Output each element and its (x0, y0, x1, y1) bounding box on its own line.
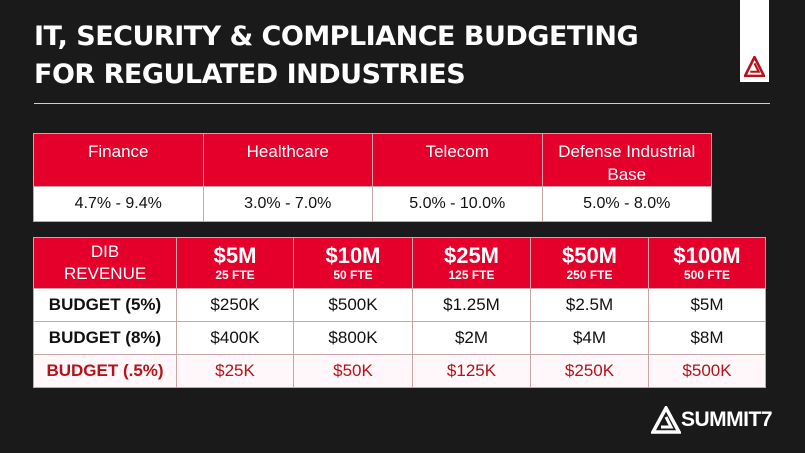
summit7-mark-icon (744, 56, 765, 77)
revenue-col: $5M 25 FTE (176, 237, 294, 289)
cell: $25K (176, 354, 294, 388)
summit7-logo: SUMMIT7 (651, 406, 773, 434)
cell: $125K (412, 354, 531, 388)
table-row: BUDGET (.5%) $25K $50K $125K $250K $500K (33, 354, 766, 388)
cell: $250K (530, 354, 649, 388)
header-dib: Defense Industrial Base (541, 133, 712, 187)
table-row: BUDGET (8%) $400K $800K $2M $4M $8M (33, 321, 766, 355)
header-healthcare: Healthcare (202, 133, 373, 187)
summit7-mark-icon (651, 406, 681, 434)
table-row: BUDGET (5%) $250K $500K $1.25M $2.5M $5M (33, 288, 766, 322)
dib-revenue-label: DIB REVENUE (33, 237, 177, 289)
revenue-col: $10M 50 FTE (293, 237, 413, 289)
table-row: 4.7% - 9.4% 3.0% - 7.0% 5.0% - 10.0% 5.0… (33, 186, 712, 222)
dib-budget-table: DIB REVENUE $5M 25 FTE $10M 50 FTE $25M 125… (33, 237, 766, 388)
cell: $500K (293, 288, 413, 322)
title-line-2: FOR REGULATED INDUSTRIES (34, 59, 466, 90)
title-line-1: IT, SECURITY & COMPLIANCE BUDGETING (34, 21, 639, 52)
row-label: BUDGET (8%) (33, 321, 177, 355)
table-header-row: Finance Healthcare Telecom Defense Indus… (33, 133, 712, 187)
brand-name: SUMMIT7 (681, 408, 773, 431)
value-healthcare: 3.0% - 7.0% (202, 186, 373, 222)
cell: $800K (293, 321, 413, 355)
cell: $500K (648, 354, 766, 388)
value-dib: 5.0% - 8.0% (541, 186, 712, 222)
row-label: BUDGET (.5%) (33, 354, 177, 388)
revenue-col: $100M 500 FTE (648, 237, 766, 289)
cell: $5M (648, 288, 766, 322)
revenue-col: $25M 125 FTE (412, 237, 531, 289)
cell: $50K (293, 354, 413, 388)
cell: $4M (530, 321, 649, 355)
industry-budget-table: Finance Healthcare Telecom Defense Indus… (33, 133, 712, 222)
value-telecom: 5.0% - 10.0% (372, 186, 543, 222)
header-finance: Finance (33, 133, 204, 187)
value-finance: 4.7% - 9.4% (33, 186, 204, 222)
revenue-col: $50M 250 FTE (530, 237, 649, 289)
cell: $2.5M (530, 288, 649, 322)
cell: $250K (176, 288, 294, 322)
cell: $400K (176, 321, 294, 355)
divider (34, 103, 770, 104)
header-telecom: Telecom (372, 133, 543, 187)
corner-tab (740, 0, 769, 82)
cell: $1.25M (412, 288, 531, 322)
row-label: BUDGET (5%) (33, 288, 177, 322)
cell: $8M (648, 321, 766, 355)
cell: $2M (412, 321, 531, 355)
table-header-row: DIB REVENUE $5M 25 FTE $10M 50 FTE $25M 125… (33, 237, 766, 289)
page-title: IT, SECURITY & COMPLIANCE BUDGETING FOR … (34, 18, 639, 94)
